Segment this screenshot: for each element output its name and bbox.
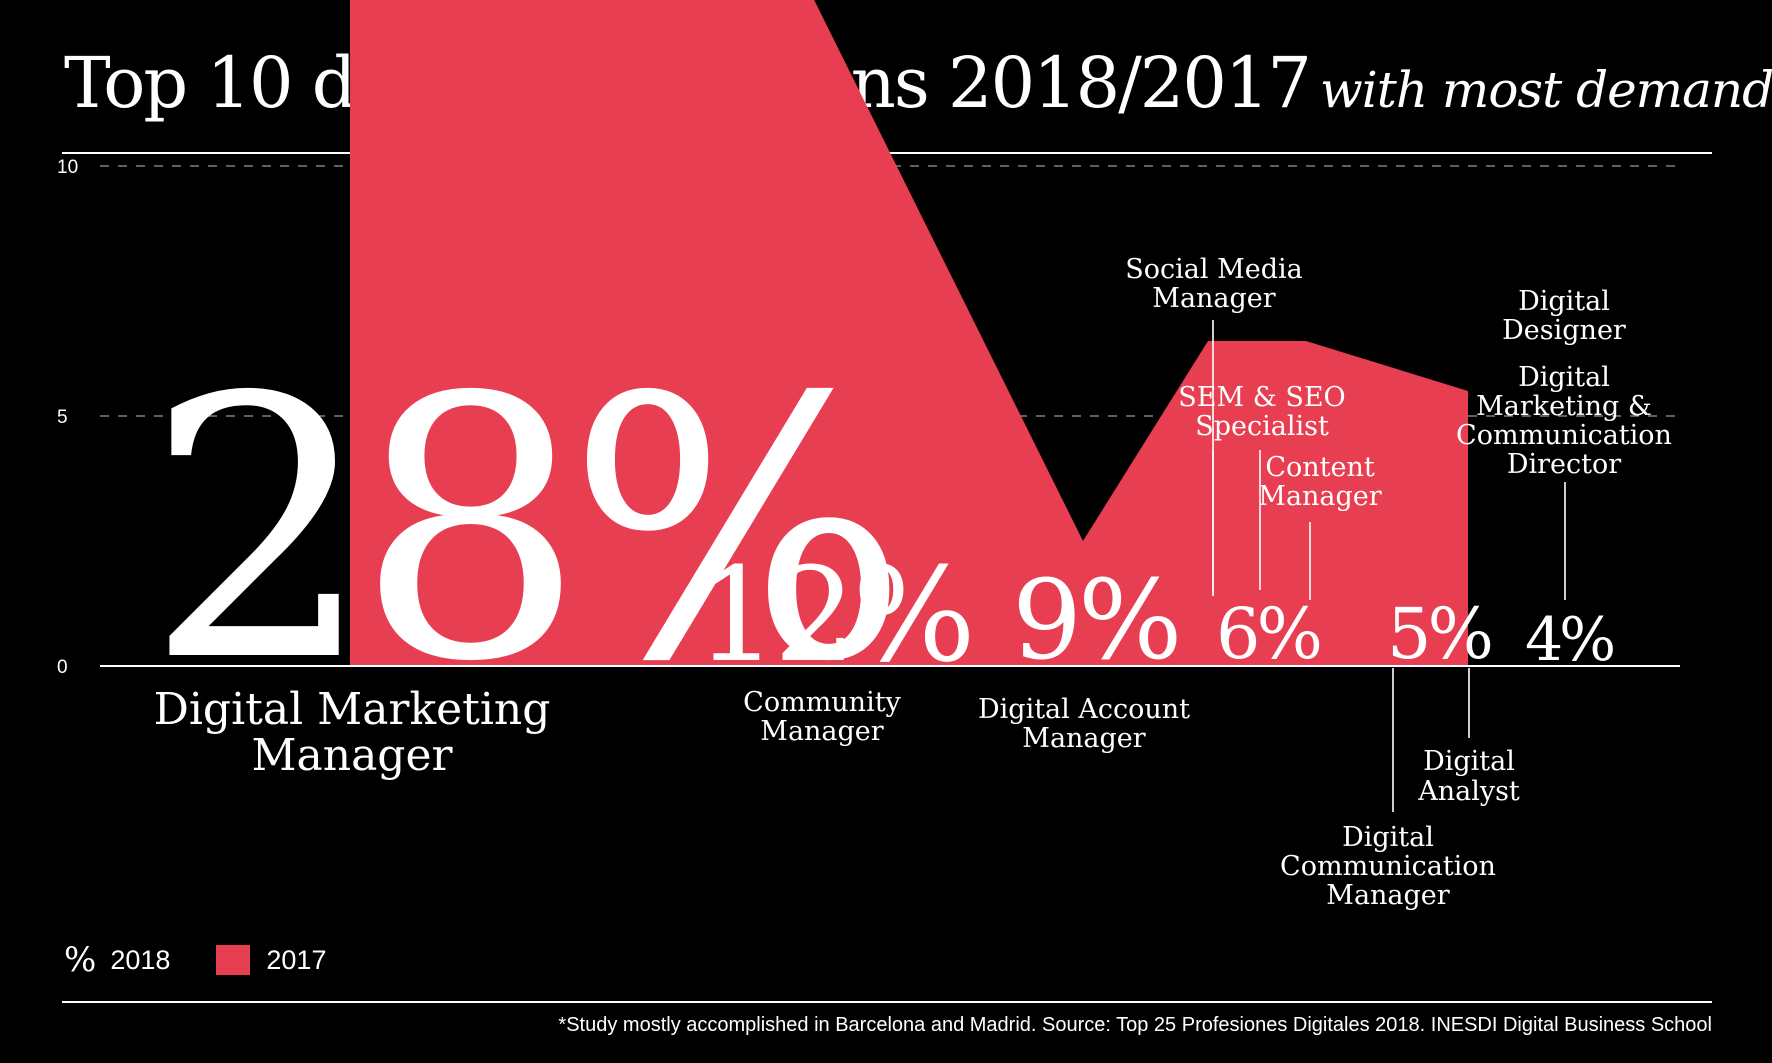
profession-label-9-line-1: Marketing & [1476,391,1652,422]
profession-label-2-line-1: Manager [1022,723,1145,754]
profession-label-7-line-1: Analyst [1417,776,1520,807]
percent-label-5: 4% [1525,605,1613,675]
profession-label-9-line-3: Director [1507,449,1621,480]
profession-label-0-line-0: Digital Marketing [154,684,551,735]
profession-label-6-line-2: Manager [1326,880,1449,911]
profession-label-8-line-1: Designer [1502,315,1626,346]
profession-label-3-line-1: Manager [1152,283,1275,314]
profession-label-7-line-0: Digital [1423,746,1515,777]
profession-label-2-line-0: Digital Account [978,694,1190,725]
profession-label-6-line-0: Digital [1342,822,1434,853]
profession-label-0-line-1: Manager [251,730,453,781]
profession-label-9-line-0: Digital [1518,362,1610,393]
profession-label-4-line-1: Specialist [1195,411,1329,442]
profession-label-9-line-2: Communication [1456,420,1672,451]
legend-label-2017: 2017 [266,944,327,975]
percent-label-4: 5% [1387,593,1491,675]
footer-divider [62,1001,1712,1003]
chart-subtitle: with most demand* [1319,61,1772,119]
y-tick-10: 10 [57,157,78,178]
legend-swatch-2017 [216,945,251,975]
profession-label-1-line-0: Community [743,687,901,718]
y-tick-0: 0 [57,657,68,678]
footnote: *Study mostly accomplished in Barcelona … [558,1014,1712,1036]
profession-label-3-line-0: Social Media [1125,254,1302,285]
profession-label-1-line-1: Manager [760,716,883,747]
area-2017 [350,0,1468,666]
profession-label-5-line-1: Manager [1258,481,1381,512]
percent-label-2: 9% [1012,556,1179,684]
legend-symbol-2018: % [64,940,97,980]
legend: % 2018 2017 [64,940,326,980]
legend-label-2018: 2018 [110,944,171,975]
profession-label-8-line-0: Digital [1518,286,1610,317]
percent-label-0: 28% [145,321,893,740]
profession-label-5-line-0: Content [1265,452,1375,483]
profession-label-4-line-0: SEM & SEO [1178,382,1345,413]
profession-label-6-line-1: Communication [1280,851,1496,882]
y-tick-5: 5 [57,407,68,428]
percent-label-3: 6% [1216,593,1320,675]
percent-label-1: 12% [695,539,972,691]
